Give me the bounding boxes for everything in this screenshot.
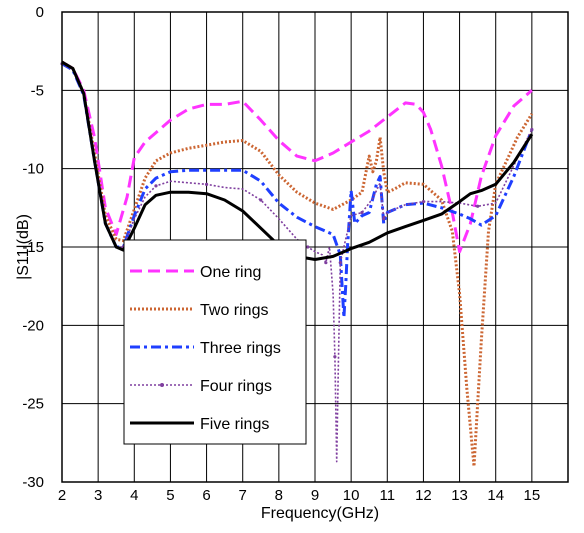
legend-label: Two rings xyxy=(200,302,268,319)
y-tick-label: -15 xyxy=(22,239,44,256)
x-tick-label: 12 xyxy=(415,487,432,504)
y-tick-label: -25 xyxy=(22,396,44,413)
series-line-5 xyxy=(61,60,534,261)
series-marker xyxy=(382,217,386,221)
series-marker xyxy=(338,261,342,265)
series-line-2 xyxy=(61,60,534,468)
legend-label: One ring xyxy=(200,264,261,281)
series-line-3 xyxy=(61,62,534,319)
series-marker xyxy=(204,182,209,186)
y-tick-label: -20 xyxy=(22,317,44,334)
x-tick-label: 2 xyxy=(58,487,66,504)
y-tick-label: -10 xyxy=(22,161,44,178)
y-tick-label: -30 xyxy=(22,474,44,491)
legend-label: Five rings xyxy=(200,416,269,433)
series-lines xyxy=(60,60,534,468)
series-marker xyxy=(476,204,480,208)
x-tick-label: 5 xyxy=(166,487,174,504)
plot-frame xyxy=(61,11,569,483)
series-marker xyxy=(306,245,310,249)
x-tick-label: 13 xyxy=(451,487,468,504)
x-tick-label: 8 xyxy=(275,487,283,504)
x-tick-label: 9 xyxy=(311,487,319,504)
legend-label: Three rings xyxy=(200,340,281,357)
tick-labels: 2 3 4 5 6 7 8 9 10 11 12 13 14 15 0 -5 -10 -15 -20 -25 -30 xyxy=(22,4,540,504)
y-axis-label: |S11|(dB) xyxy=(15,214,32,280)
x-tick-label: 7 xyxy=(239,487,247,504)
y-tick-label: 0 xyxy=(36,4,44,21)
x-tick-label: 10 xyxy=(343,487,360,504)
x-tick-label: 11 xyxy=(379,487,395,504)
x-tick-label: 3 xyxy=(94,487,102,504)
series-marker xyxy=(421,199,426,204)
y-tick-label: -5 xyxy=(31,82,44,99)
legend-marker xyxy=(160,383,164,387)
legend-box xyxy=(123,239,307,445)
x-axis-label: Frequency(GHz) xyxy=(261,505,379,522)
series-marker xyxy=(333,355,337,359)
x-tick-label: 6 xyxy=(202,487,210,504)
series-marker xyxy=(360,210,364,215)
x-tick-label: 14 xyxy=(487,487,504,504)
series-marker xyxy=(530,127,534,132)
legend: One ring Two rings Three rings Four rings Fi… xyxy=(123,239,307,445)
series-marker xyxy=(259,198,263,202)
series-line-4 xyxy=(61,63,533,463)
x-tick-label: 15 xyxy=(524,487,541,504)
series-marker xyxy=(324,261,328,265)
series-line-1 xyxy=(61,60,533,254)
legend-label: Four rings xyxy=(200,378,272,395)
series-marker xyxy=(154,184,158,188)
x-tick-label: 4 xyxy=(130,487,138,504)
